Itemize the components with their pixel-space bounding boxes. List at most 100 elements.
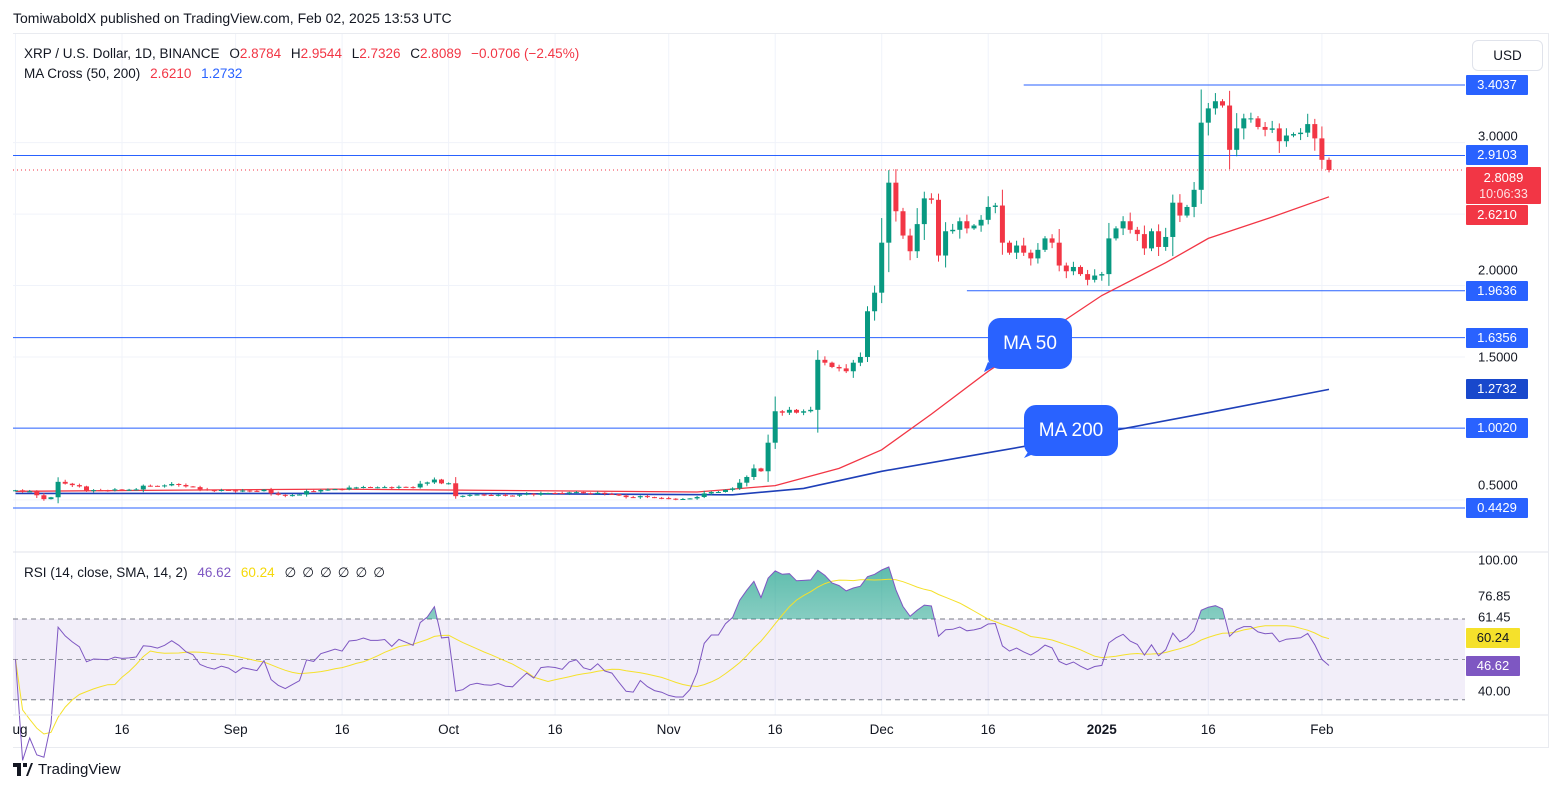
candle [481, 493, 487, 497]
rsi-tick-label: 40.00 [1478, 683, 1511, 699]
candle-body [481, 494, 487, 496]
candle [581, 491, 586, 494]
candle [368, 486, 373, 488]
candle [538, 491, 544, 496]
candle [1269, 120, 1275, 133]
candle-body [460, 495, 466, 497]
candle [453, 477, 459, 499]
candle-body [169, 483, 175, 486]
candle-body [786, 409, 792, 413]
candle [1326, 157, 1332, 173]
candle [723, 489, 728, 493]
candle-body [218, 489, 224, 491]
candle [936, 193, 941, 262]
candle-body [1305, 124, 1311, 133]
candle [943, 222, 949, 268]
candle [928, 193, 934, 204]
candle-body [254, 490, 260, 492]
candle [240, 488, 246, 493]
candle [921, 191, 927, 240]
candle [48, 496, 54, 500]
candle-body [1141, 234, 1147, 249]
candle [439, 478, 444, 485]
candle-body [1205, 108, 1211, 123]
currency-button[interactable]: USD [1472, 40, 1543, 71]
rsi-legend[interactable]: RSI (14, close, SMA, 14, 2) 46.62 60.24 … [24, 565, 391, 581]
candle [744, 475, 750, 487]
candle [247, 489, 253, 493]
candle-body [673, 498, 679, 500]
candle-body [886, 182, 892, 243]
candle-body [659, 497, 665, 499]
candle-body [630, 497, 636, 499]
symbol-legend[interactable]: XRP / U.S. Dollar, 1D, BINANCE O2.8784 H… [24, 46, 585, 61]
candle-body [289, 495, 295, 497]
symbol-title: XRP / U.S. Dollar, 1D, BINANCE [24, 46, 220, 61]
candle-body [474, 494, 480, 496]
candle [786, 406, 792, 415]
candle-body [517, 494, 523, 496]
level-price-badge: 1.0020 [1466, 418, 1528, 439]
candle-body [1234, 128, 1240, 150]
candle-body [304, 491, 310, 495]
candle [1156, 224, 1162, 256]
time-tick-label: 16 [334, 722, 350, 737]
footer: TradingView [13, 761, 121, 778]
candle-body [467, 494, 473, 496]
candle [282, 494, 288, 498]
candle [1248, 112, 1254, 123]
candle-body [1035, 249, 1041, 259]
time-tick-label: Nov [656, 722, 681, 737]
ma-legend[interactable]: MA Cross (50, 200) 2.6210 1.2732 [24, 66, 248, 81]
candle-body [261, 489, 267, 492]
candle-body [765, 442, 771, 472]
candle-body [119, 489, 125, 491]
candle [84, 485, 89, 492]
candle [794, 409, 799, 414]
candle [69, 482, 75, 488]
candle [659, 497, 665, 500]
time-axis[interactable]: Aug 16 Sep 16 Oct 16 Nov 16 Dec 16 2025 16 Feb [13, 715, 1465, 748]
candle [34, 490, 40, 499]
candle-body [957, 221, 963, 230]
candle [531, 493, 537, 497]
tradingview-logo-icon [13, 763, 33, 776]
candle [183, 483, 189, 488]
candle [623, 494, 629, 499]
candle [1127, 212, 1133, 234]
candle-body [566, 492, 572, 494]
candle [13, 489, 18, 492]
candle-body [921, 198, 927, 225]
candle-body [353, 487, 359, 489]
candle [275, 491, 281, 496]
ma50-line [15, 196, 1330, 493]
candle-body [1220, 101, 1225, 106]
candle-body [978, 219, 984, 226]
level-price-badge: 1.6356 [1466, 327, 1528, 348]
candle-body [836, 366, 842, 369]
candle [857, 352, 863, 367]
candle-body [1184, 206, 1190, 216]
candle [630, 495, 636, 499]
candle-body [368, 486, 373, 488]
candle-body [723, 489, 728, 492]
candle-body [850, 362, 856, 372]
candle-body [1014, 245, 1020, 253]
candle-body [1276, 128, 1282, 142]
candle-body [396, 486, 402, 488]
candle [1106, 222, 1112, 286]
candle [1120, 216, 1126, 236]
time-tick-label: 2025 [1086, 722, 1117, 737]
close-label: C [410, 46, 421, 61]
candle [27, 489, 33, 493]
candle [510, 495, 515, 497]
candle-body [1042, 238, 1048, 250]
rsi-badge: 46.62 [1466, 656, 1520, 676]
candle [808, 406, 814, 413]
candle [1298, 128, 1304, 141]
candle [424, 481, 430, 486]
candle-body [715, 491, 721, 493]
candle-body [964, 221, 970, 229]
candle-body [126, 489, 132, 491]
